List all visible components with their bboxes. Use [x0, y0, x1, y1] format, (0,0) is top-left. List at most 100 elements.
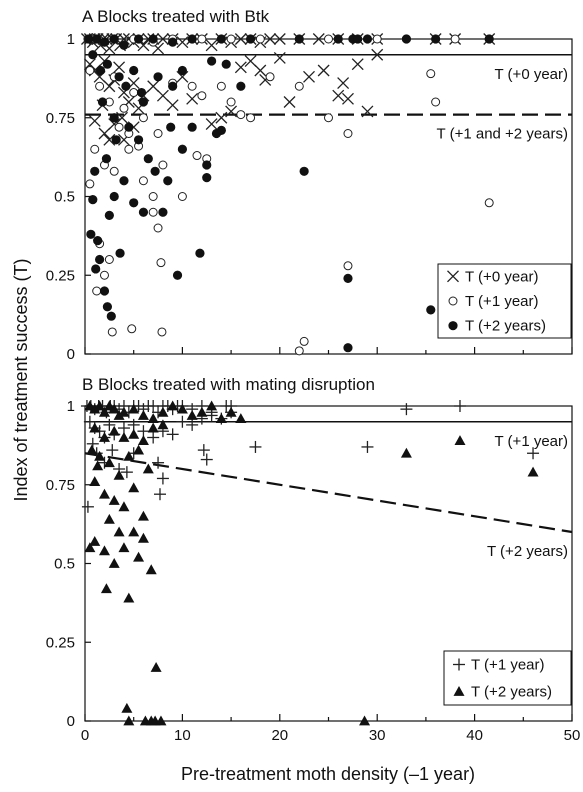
- data-point: [153, 129, 163, 138]
- data-point: [121, 702, 133, 713]
- reference-line-label: T (+2 years): [487, 543, 568, 560]
- data-point: [294, 81, 304, 91]
- data-point: [109, 113, 119, 123]
- data-point: [81, 500, 94, 513]
- data-point: [187, 122, 197, 132]
- data-point: [255, 34, 265, 44]
- reference-line: [84, 452, 573, 534]
- data-point: [343, 129, 353, 138]
- data-point: [108, 558, 120, 568]
- data-point: [235, 413, 247, 423]
- data-point: [148, 34, 158, 44]
- data-point: [150, 661, 162, 672]
- data-point: [86, 229, 96, 239]
- data-point: [187, 34, 197, 44]
- data-point: [147, 413, 159, 423]
- data-point: [148, 207, 158, 217]
- data-point: [294, 346, 304, 356]
- data-point: [454, 435, 466, 446]
- data-point: [192, 151, 202, 161]
- data-point: [148, 192, 158, 201]
- data-point: [118, 406, 130, 417]
- data-point: [113, 409, 125, 420]
- data-point: [283, 96, 296, 108]
- legend-marker: [448, 296, 458, 306]
- data-point: [312, 33, 325, 45]
- legend-label: T (+2 years): [465, 318, 546, 335]
- data-point: [168, 37, 178, 47]
- data-point: [265, 72, 275, 82]
- data-point: [431, 97, 441, 107]
- data-point: [153, 72, 163, 82]
- data-point: [221, 59, 231, 69]
- data-point: [197, 91, 207, 101]
- data-point: [133, 34, 144, 44]
- y-tick-label: 0: [67, 713, 75, 730]
- data-point: [103, 457, 115, 468]
- data-point: [102, 302, 113, 312]
- data-point: [303, 70, 315, 83]
- data-point: [90, 144, 100, 154]
- data-point: [177, 192, 187, 201]
- data-point: [156, 258, 166, 268]
- data-point: [215, 413, 227, 423]
- data-point: [123, 450, 135, 461]
- data-point: [527, 466, 539, 477]
- data-point: [103, 80, 116, 93]
- data-point: [136, 87, 147, 98]
- data-point: [205, 409, 218, 422]
- data-point: [123, 715, 135, 726]
- data-point: [106, 444, 119, 457]
- data-point: [98, 127, 111, 140]
- legend-label: T (+1 year): [471, 657, 545, 674]
- data-point: [92, 460, 104, 471]
- data-point: [245, 34, 256, 44]
- data-point: [128, 428, 140, 439]
- data-point: [94, 450, 106, 461]
- data-point: [207, 56, 217, 66]
- data-point: [342, 92, 354, 105]
- data-point: [109, 191, 119, 202]
- data-point: [166, 99, 179, 112]
- data-point: [147, 80, 160, 93]
- data-point: [103, 133, 116, 146]
- data-point: [137, 532, 149, 543]
- data-point: [119, 103, 129, 113]
- data-point: [197, 34, 207, 44]
- data-point: [234, 61, 247, 74]
- data-point: [84, 542, 96, 553]
- data-point: [99, 286, 110, 296]
- reference-line-label: T (+1 year): [495, 433, 569, 450]
- data-point: [372, 34, 382, 44]
- data-point: [98, 545, 110, 556]
- reference-line-label: T (+1 and +2 years): [437, 126, 568, 143]
- data-point: [351, 58, 364, 71]
- x-tick-label: 0: [81, 727, 89, 744]
- data-point: [158, 160, 168, 170]
- data-point: [186, 409, 198, 420]
- data-point: [92, 34, 102, 44]
- data-point: [167, 400, 179, 411]
- data-point: [129, 88, 139, 98]
- data-point: [246, 113, 256, 123]
- data-point: [138, 207, 149, 217]
- panel-a: A Blocks treated with Btk 0 0.25 0.5 0.75 1 T …: [46, 7, 573, 363]
- data-point: [400, 447, 412, 458]
- data-point: [244, 55, 257, 68]
- y-tick-label: 0.75: [46, 477, 75, 494]
- data-point: [88, 50, 98, 60]
- data-point: [176, 403, 188, 414]
- data-point: [129, 198, 139, 208]
- y-tick-label: 0.25: [46, 267, 75, 284]
- legend-box: [443, 650, 572, 706]
- data-point: [120, 466, 133, 479]
- data-point: [400, 403, 413, 416]
- legend-marker: [448, 321, 458, 331]
- series-plus: [80, 400, 540, 513]
- data-point: [95, 254, 105, 265]
- data-point: [156, 33, 169, 45]
- data-point: [324, 34, 333, 44]
- x-tick-label: 10: [174, 727, 191, 744]
- data-point: [195, 248, 205, 258]
- data-point: [85, 179, 95, 189]
